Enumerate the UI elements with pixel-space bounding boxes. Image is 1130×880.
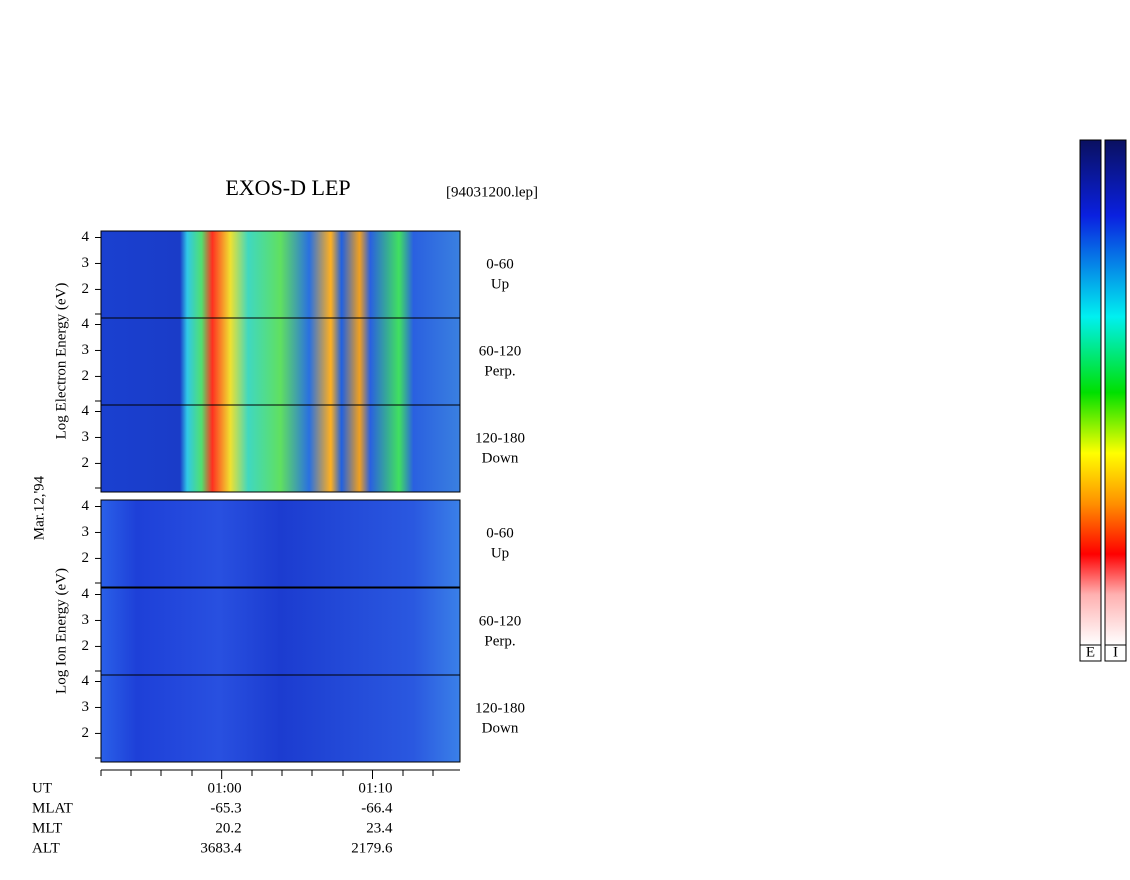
- y-tick-label: 2: [82, 725, 90, 741]
- orbit-value: 3683.4: [200, 840, 242, 856]
- y-tick-label: 4: [82, 403, 90, 419]
- colorbar-label-box: [1104, 644, 1127, 662]
- y-tick-label: 3: [82, 429, 90, 445]
- y-axis-label: Log Ion Energy (eV): [53, 568, 69, 694]
- spectrogram-panel: [100, 499, 461, 588]
- y-tick-label: 2: [82, 638, 90, 654]
- orbit-value: 2179.6: [351, 840, 393, 856]
- y-tick-label: 4: [82, 673, 90, 689]
- orbit-row-name: UT: [32, 780, 52, 796]
- title: EXOS-D LEP: [225, 175, 350, 200]
- y-tick-label: 4: [82, 316, 90, 332]
- y-tick-label: 3: [82, 342, 90, 358]
- y-tick-label: 3: [82, 524, 90, 540]
- direction-label: Perp.: [484, 633, 515, 649]
- orbit-value: 20.2: [215, 820, 241, 836]
- date-label: Mar.12,'94: [31, 475, 47, 540]
- minor-ticks: [100, 770, 434, 776]
- y-tick-label: 2: [82, 550, 90, 566]
- y-tick-label: 3: [82, 612, 90, 628]
- direction-label: Up: [491, 276, 509, 292]
- orbit-value: -66.4: [361, 800, 393, 816]
- x-tick-label: 01:00: [208, 780, 242, 796]
- file-label: [94031200.lep]: [446, 184, 538, 200]
- colorbar: [1104, 139, 1127, 646]
- spectrogram-panel: [100, 230, 461, 319]
- pitch-angle-label: 0-60: [486, 525, 514, 541]
- direction-label: Down: [482, 450, 519, 466]
- spectrogram-panel: [100, 674, 461, 763]
- y-tick-label: 2: [82, 281, 90, 297]
- x-tick-label: 01:10: [358, 780, 392, 796]
- colorbar-label-box: [1079, 644, 1102, 662]
- direction-label: Perp.: [484, 363, 515, 379]
- orbit-value: 23.4: [366, 820, 393, 836]
- spectrogram-panel: [100, 404, 461, 493]
- pitch-angle-label: 120-180: [475, 430, 525, 446]
- pitch-angle-label: 60-120: [479, 343, 522, 359]
- direction-label: Down: [482, 720, 519, 736]
- y-tick-label: 4: [82, 229, 90, 245]
- y-axis-label: Log Electron Energy (eV): [53, 283, 69, 440]
- direction-label: Up: [491, 545, 509, 561]
- y-tick-label: 3: [82, 255, 90, 271]
- pitch-angle-label: 60-120: [479, 613, 522, 629]
- y-tick-label: 4: [82, 586, 90, 602]
- orbit-row-name: MLT: [32, 820, 62, 836]
- y-tick-label: 2: [82, 455, 90, 471]
- pitch-angle-label: 120-180: [475, 700, 525, 716]
- spectrogram-panel: [100, 317, 461, 406]
- y-tick-label: 2: [82, 368, 90, 384]
- colorbar-label: E: [1086, 644, 1095, 660]
- y-tick-label: 3: [82, 699, 90, 715]
- orbit-row-name: ALT: [32, 840, 60, 856]
- colorbar-label: I: [1113, 644, 1118, 660]
- spectrogram-panel: [100, 587, 461, 676]
- orbit-row-name: MLAT: [32, 800, 73, 816]
- orbit-value: -65.3: [210, 800, 241, 816]
- pitch-angle-label: 0-60: [486, 256, 514, 272]
- y-tick-label: 4: [82, 498, 90, 514]
- colorbar: [1079, 139, 1102, 646]
